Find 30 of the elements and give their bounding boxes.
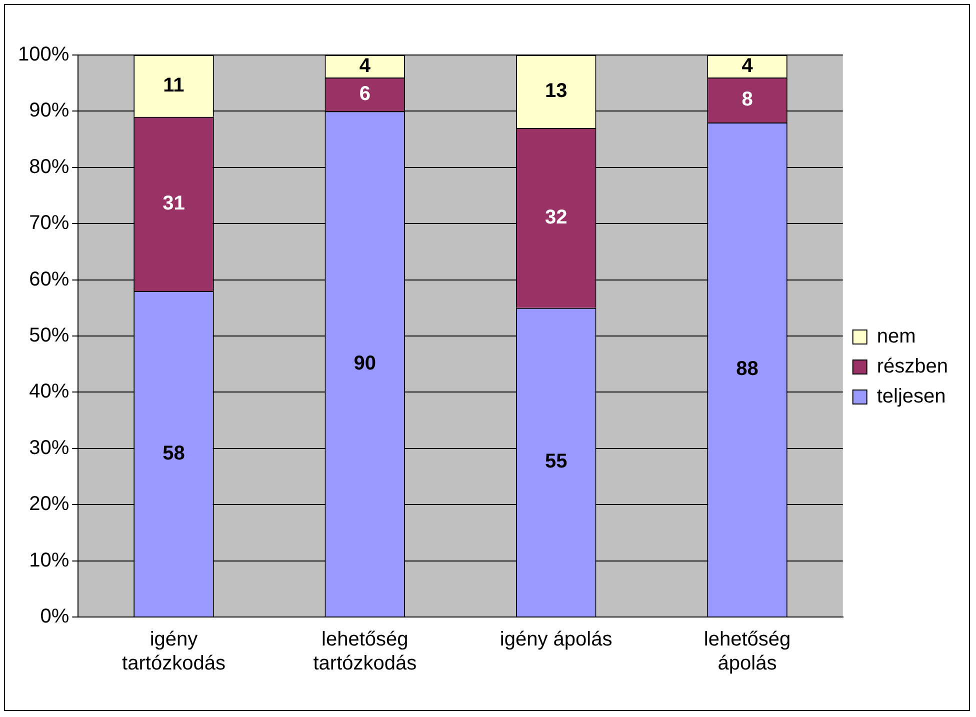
- y-tick-label: 40%: [29, 380, 70, 403]
- legend-label: nem: [876, 326, 916, 348]
- data-label: 13: [544, 80, 568, 102]
- y-tick-label: 50%: [29, 324, 70, 347]
- y-tick-label: 10%: [29, 549, 70, 572]
- y-tick-label: 100%: [18, 44, 70, 66]
- data-label: 6: [359, 82, 370, 105]
- x-tick-label: igény ápolás: [500, 628, 612, 651]
- x-tick-label: igény tartózkodás: [122, 628, 226, 675]
- y-tick-label: 30%: [29, 436, 70, 459]
- legend-label: teljesen: [876, 386, 946, 408]
- y-tick-label: 70%: [29, 212, 70, 234]
- y-tick-label: 90%: [29, 100, 70, 122]
- data-label: 4: [742, 54, 754, 77]
- y-tick-label: 0%: [40, 606, 70, 628]
- y-tick-label: 80%: [29, 156, 70, 178]
- y-tick-label: 20%: [29, 493, 70, 516]
- data-label: 4: [359, 54, 372, 77]
- data-label: 8: [742, 88, 753, 110]
- data-label: 32: [544, 206, 568, 228]
- data-label: 58: [162, 442, 185, 464]
- x-tick-label: lehetőség tartózkodás: [313, 628, 417, 675]
- data-label: 88: [736, 358, 758, 380]
- x-tick-label: lehetőség ápolás: [704, 628, 791, 675]
- legend-label: részben: [876, 356, 948, 378]
- y-tick-label: 60%: [29, 268, 70, 290]
- data-label: 55: [544, 450, 568, 473]
- data-label: 11: [163, 74, 184, 96]
- data-label: 31: [162, 192, 185, 214]
- data-label: 90: [354, 352, 376, 374]
